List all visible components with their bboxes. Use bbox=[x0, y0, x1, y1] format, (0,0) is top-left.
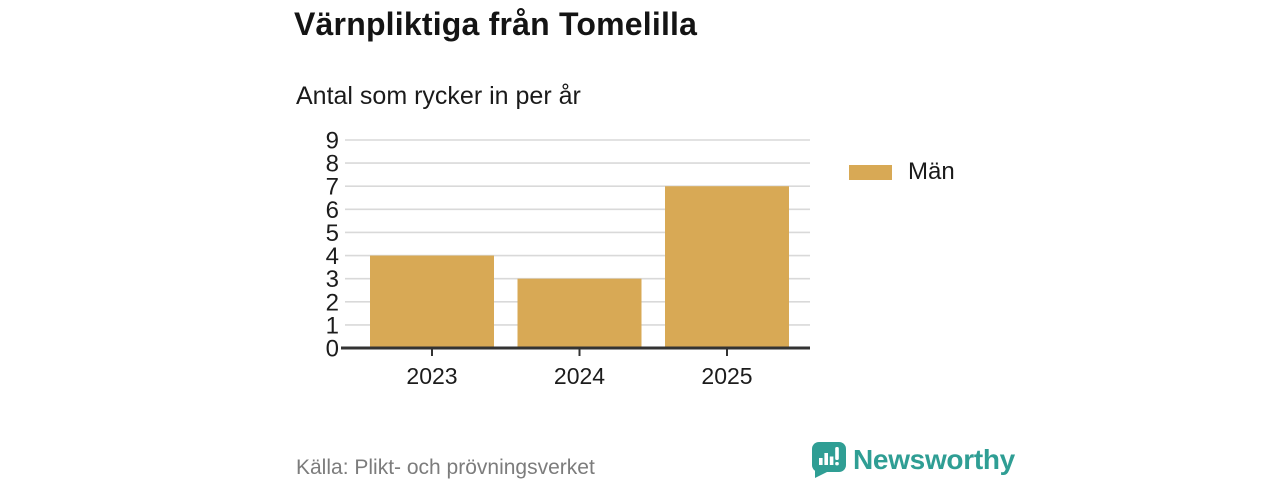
svg-text:1: 1 bbox=[326, 312, 339, 339]
bar-2025 bbox=[665, 186, 789, 348]
svg-text:4: 4 bbox=[326, 243, 339, 270]
newsworthy-logo: Newsworthy bbox=[812, 442, 1015, 479]
newsworthy-speech-bubble-chart-icon bbox=[812, 442, 846, 478]
legend-swatch-man bbox=[849, 164, 892, 180]
chart-title: Värnpliktiga från Tomelilla bbox=[294, 6, 698, 42]
svg-text:8: 8 bbox=[326, 151, 339, 178]
svg-text:2025: 2025 bbox=[701, 363, 752, 389]
bar-2023 bbox=[370, 255, 494, 348]
newsworthy-wordmark: Newsworthy bbox=[853, 444, 1015, 475]
svg-text:0: 0 bbox=[326, 336, 339, 363]
svg-text:6: 6 bbox=[326, 197, 339, 224]
svg-text:3: 3 bbox=[326, 266, 339, 293]
svg-text:9: 9 bbox=[326, 128, 339, 155]
bar-2024 bbox=[517, 278, 642, 348]
chart-subtitle: Antal som rycker in per år bbox=[296, 82, 581, 110]
svg-text:7: 7 bbox=[326, 174, 339, 201]
svg-text:2: 2 bbox=[326, 289, 339, 316]
svg-text:2023: 2023 bbox=[406, 363, 457, 389]
legend-label-man: Män bbox=[908, 158, 955, 185]
svg-text:2024: 2024 bbox=[554, 363, 605, 389]
svg-text:5: 5 bbox=[326, 220, 339, 247]
legend: Män bbox=[849, 156, 955, 188]
source-note: Källa: Plikt- och prövningsverket bbox=[296, 456, 595, 479]
